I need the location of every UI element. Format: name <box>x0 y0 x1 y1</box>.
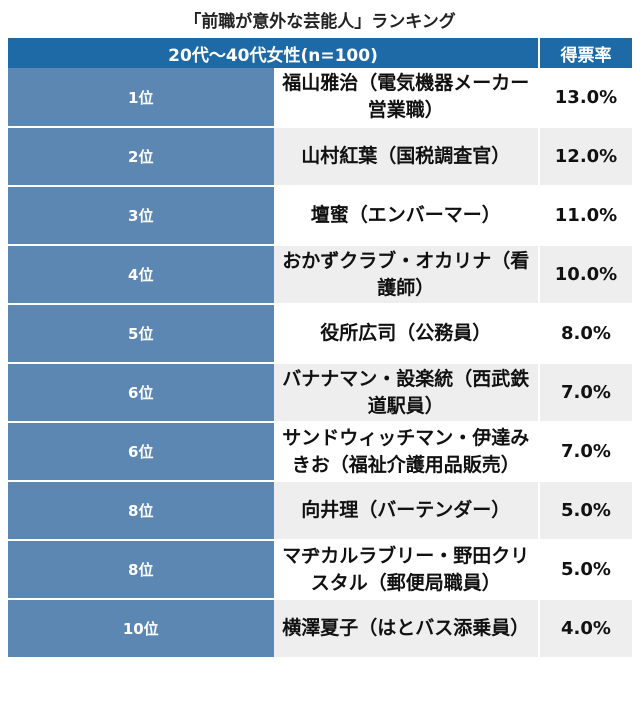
vote-rate-value: 13.0% <box>538 68 632 128</box>
table-row: 1位 福山雅治（電気機器メーカー営業職） 13.0% <box>8 68 632 128</box>
table-row: 10位 横澤夏子（はとバス添乗員） 4.0% <box>8 599 632 659</box>
vote-rate-value: 8.0% <box>538 304 632 364</box>
header-respondents: 20代〜40代女性(n=100) <box>8 38 540 68</box>
vote-rate-value: 4.0% <box>538 599 632 659</box>
ranking-table: 20代〜40代女性(n=100) 得票率 1位 福山雅治（電気機器メーカー営業職）… <box>8 38 632 659</box>
celebrity-name: バナナマン・設楽統（西武鉄道駅員） <box>273 363 539 423</box>
chart-title: 「前職が意外な芸能人」ランキング <box>184 11 456 32</box>
vote-rate-value: 10.0% <box>538 245 632 305</box>
vote-rate-value: 12.0% <box>538 127 632 187</box>
rank-label: 2位 <box>8 127 274 187</box>
vote-rate-value: 5.0% <box>538 481 632 541</box>
vote-rate-value: 7.0% <box>538 363 632 423</box>
table-row: 8位 マヂカルラブリー・野田クリスタル（郵便局職員） 5.0% <box>8 540 632 600</box>
celebrity-name: 福山雅治（電気機器メーカー営業職） <box>273 68 539 128</box>
table-row: 3位 壇蜜（エンバーマー） 11.0% <box>8 186 632 246</box>
celebrity-name: 役所広司（公務員） <box>273 304 539 364</box>
rank-label: 6位 <box>8 363 274 423</box>
table-row: 2位 山村紅葉（国税調査官） 12.0% <box>8 127 632 187</box>
ranking-rows: 1位 福山雅治（電気機器メーカー営業職） 13.0% 2位 山村紅葉（国税調査官） 12.… <box>8 68 632 659</box>
rank-label: 1位 <box>8 68 274 128</box>
celebrity-name: 山村紅葉（国税調査官） <box>273 127 539 187</box>
rank-label: 8位 <box>8 481 274 541</box>
rank-label: 10位 <box>8 599 274 659</box>
celebrity-name: 横澤夏子（はとバス添乗員） <box>273 599 539 659</box>
table-header-row: 20代〜40代女性(n=100) 得票率 <box>8 38 632 68</box>
table-row: 6位 サンドウィッチマン・伊達みきお（福祉介護用品販売） 7.0% <box>8 422 632 482</box>
celebrity-name: 壇蜜（エンバーマー） <box>273 186 539 246</box>
vote-rate-value: 5.0% <box>538 540 632 600</box>
table-row: 6位 バナナマン・設楽統（西武鉄道駅員） 7.0% <box>8 363 632 423</box>
celebrity-name: サンドウィッチマン・伊達みきお（福祉介護用品販売） <box>273 422 539 482</box>
vote-rate-value: 11.0% <box>538 186 632 246</box>
vote-rate-value: 7.0% <box>538 422 632 482</box>
header-vote-rate: 得票率 <box>539 38 632 68</box>
rank-label: 4位 <box>8 245 274 305</box>
celebrity-name: 向井理（バーテンダー） <box>273 481 539 541</box>
rank-label: 8位 <box>8 540 274 600</box>
rank-label: 3位 <box>8 186 274 246</box>
rank-label: 5位 <box>8 304 274 364</box>
table-row: 8位 向井理（バーテンダー） 5.0% <box>8 481 632 541</box>
celebrity-name: マヂカルラブリー・野田クリスタル（郵便局職員） <box>273 540 539 600</box>
celebrity-name: おかずクラブ・オカリナ（看護師） <box>273 245 539 305</box>
table-row: 4位 おかずクラブ・オカリナ（看護師） 10.0% <box>8 245 632 305</box>
table-row: 5位 役所広司（公務員） 8.0% <box>8 304 632 364</box>
rank-label: 6位 <box>8 422 274 482</box>
